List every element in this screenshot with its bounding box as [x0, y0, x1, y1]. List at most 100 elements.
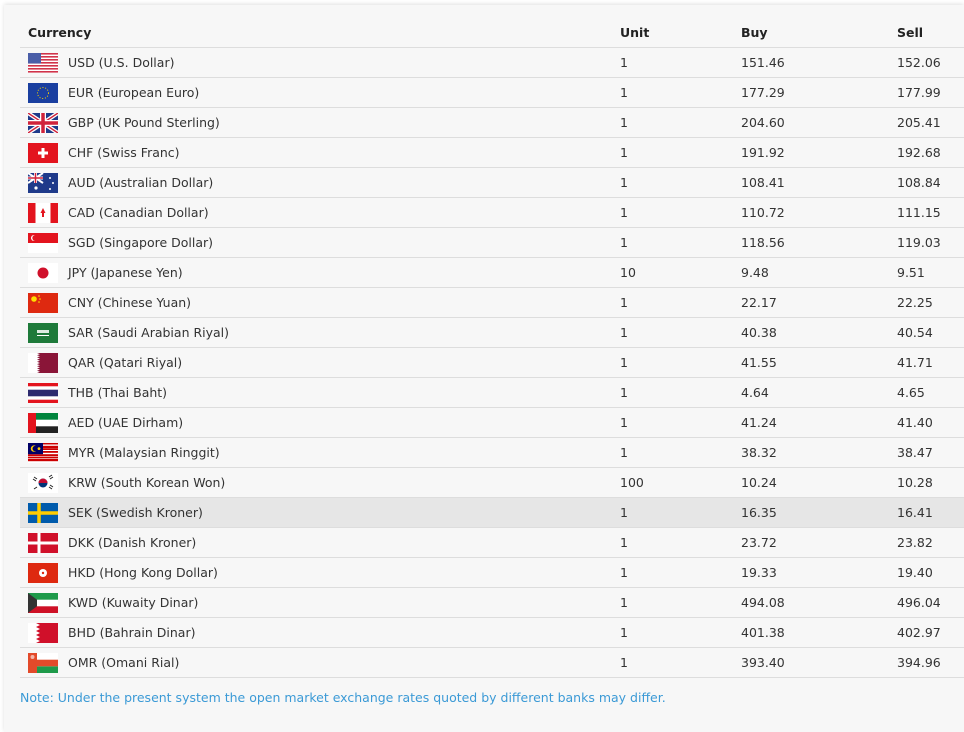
- cn-flag-icon: [28, 292, 58, 313]
- se-flag-icon: [28, 502, 58, 523]
- table-row: SGD (Singapore Dollar) 1 118.56 119.03: [20, 227, 964, 258]
- currency-name: USD (U.S. Dollar): [68, 47, 620, 78]
- sell-rate: 496.04: [897, 587, 964, 618]
- buy-rate: 9.48: [741, 257, 897, 288]
- sell-rate: 19.40: [897, 557, 964, 588]
- sell-rate: 23.82: [897, 527, 964, 558]
- currency-name: HKD (Hong Kong Dollar): [68, 557, 620, 588]
- unit-value: 1: [620, 407, 741, 438]
- sell-rate: 9.51: [897, 257, 964, 288]
- flag-cell: [20, 317, 68, 348]
- table-row: SEK (Swedish Kroner) 1 16.35 16.41: [20, 497, 964, 528]
- unit-value: 1: [620, 107, 741, 138]
- currency-name: AED (UAE Dirham): [68, 407, 620, 438]
- sell-rate: 41.71: [897, 347, 964, 378]
- sg-flag-icon: [28, 232, 58, 253]
- flag-cell: [20, 47, 68, 78]
- unit-value: 1: [620, 227, 741, 258]
- header-sell: Sell: [897, 18, 964, 48]
- buy-rate: 22.17: [741, 287, 897, 318]
- hk-flag-icon: [28, 562, 58, 583]
- currency-name: EUR (European Euro): [68, 77, 620, 108]
- flag-cell: [20, 647, 68, 678]
- currency-name: SGD (Singapore Dollar): [68, 227, 620, 258]
- unit-value: 1: [620, 377, 741, 408]
- buy-rate: 118.56: [741, 227, 897, 258]
- dk-flag-icon: [28, 532, 58, 553]
- unit-value: 1: [620, 197, 741, 228]
- kw-flag-icon: [28, 592, 58, 613]
- ae-flag-icon: [28, 412, 58, 433]
- table-row: AUD (Australian Dollar) 1 108.41 108.84: [20, 167, 964, 198]
- currency-name: CHF (Swiss Franc): [68, 137, 620, 168]
- unit-value: 1: [620, 77, 741, 108]
- unit-value: 1: [620, 437, 741, 468]
- sell-rate: 38.47: [897, 437, 964, 468]
- rates-panel: Currency Unit Buy Sell USD (U.S. Dollar)…: [4, 5, 964, 732]
- bh-flag-icon: [28, 622, 58, 643]
- eu-flag-icon: [28, 82, 58, 103]
- currency-name: THB (Thai Baht): [68, 377, 620, 408]
- flag-cell: [20, 77, 68, 108]
- flag-cell: [20, 347, 68, 378]
- table-row: JPY (Japanese Yen) 10 9.48 9.51: [20, 257, 964, 288]
- flag-cell: [20, 107, 68, 138]
- currency-name: KWD (Kuwaity Dinar): [68, 587, 620, 618]
- sell-rate: 152.06: [897, 47, 964, 78]
- unit-value: 1: [620, 647, 741, 678]
- unit-value: 1: [620, 497, 741, 528]
- buy-rate: 23.72: [741, 527, 897, 558]
- currency-name: BHD (Bahrain Dinar): [68, 617, 620, 648]
- sa-flag-icon: [28, 322, 58, 343]
- buy-rate: 41.55: [741, 347, 897, 378]
- sell-rate: 41.40: [897, 407, 964, 438]
- unit-value: 1: [620, 347, 741, 378]
- unit-value: 1: [620, 557, 741, 588]
- sell-rate: 394.96: [897, 647, 964, 678]
- unit-value: 1: [620, 527, 741, 558]
- sell-rate: 4.65: [897, 377, 964, 408]
- currency-name: AUD (Australian Dollar): [68, 167, 620, 198]
- flag-cell: [20, 287, 68, 318]
- au-flag-icon: [28, 172, 58, 193]
- sell-rate: 40.54: [897, 317, 964, 348]
- table-row: QAR (Qatari Riyal) 1 41.55 41.71: [20, 347, 964, 378]
- buy-rate: 10.24: [741, 467, 897, 498]
- th-flag-icon: [28, 382, 58, 403]
- flag-cell: 0: [20, 437, 68, 468]
- sell-rate: 10.28: [897, 467, 964, 498]
- flag-cell: [20, 197, 68, 228]
- sell-rate: 119.03: [897, 227, 964, 258]
- unit-value: 10: [620, 257, 741, 288]
- uk-flag-icon: [28, 112, 58, 133]
- buy-rate: 38.32: [741, 437, 897, 468]
- unit-value: 1: [620, 317, 741, 348]
- table-row: USD (U.S. Dollar) 1 151.46 152.06: [20, 47, 964, 78]
- currency-name: OMR (Omani Rial): [68, 647, 620, 678]
- unit-value: 100: [620, 467, 741, 498]
- sell-rate: 108.84: [897, 167, 964, 198]
- jp-flag-icon: [28, 262, 58, 283]
- currency-name: CNY (Chinese Yuan): [68, 287, 620, 318]
- buy-rate: 494.08: [741, 587, 897, 618]
- buy-rate: 204.60: [741, 107, 897, 138]
- sell-rate: 16.41: [897, 497, 964, 528]
- buy-rate: 151.46: [741, 47, 897, 78]
- table-row: AED (UAE Dirham) 1 41.24 41.40: [20, 407, 964, 438]
- exchange-rate-table: Currency Unit Buy Sell USD (U.S. Dollar)…: [20, 18, 964, 678]
- buy-rate: 16.35: [741, 497, 897, 528]
- header-currency: Currency: [20, 18, 620, 48]
- header-buy: Buy: [741, 18, 897, 48]
- kr-flag-icon: [28, 472, 58, 493]
- currency-name: GBP (UK Pound Sterling): [68, 107, 620, 138]
- flag-cell: [20, 227, 68, 258]
- flag-cell: [20, 467, 68, 498]
- flag-cell: [20, 587, 68, 618]
- flag-cell: [20, 257, 68, 288]
- unit-value: 1: [620, 47, 741, 78]
- us-flag-icon: [28, 52, 58, 73]
- buy-rate: 4.64: [741, 377, 897, 408]
- unit-value: 1: [620, 287, 741, 318]
- buy-rate: 401.38: [741, 617, 897, 648]
- currency-name: SAR (Saudi Arabian Riyal): [68, 317, 620, 348]
